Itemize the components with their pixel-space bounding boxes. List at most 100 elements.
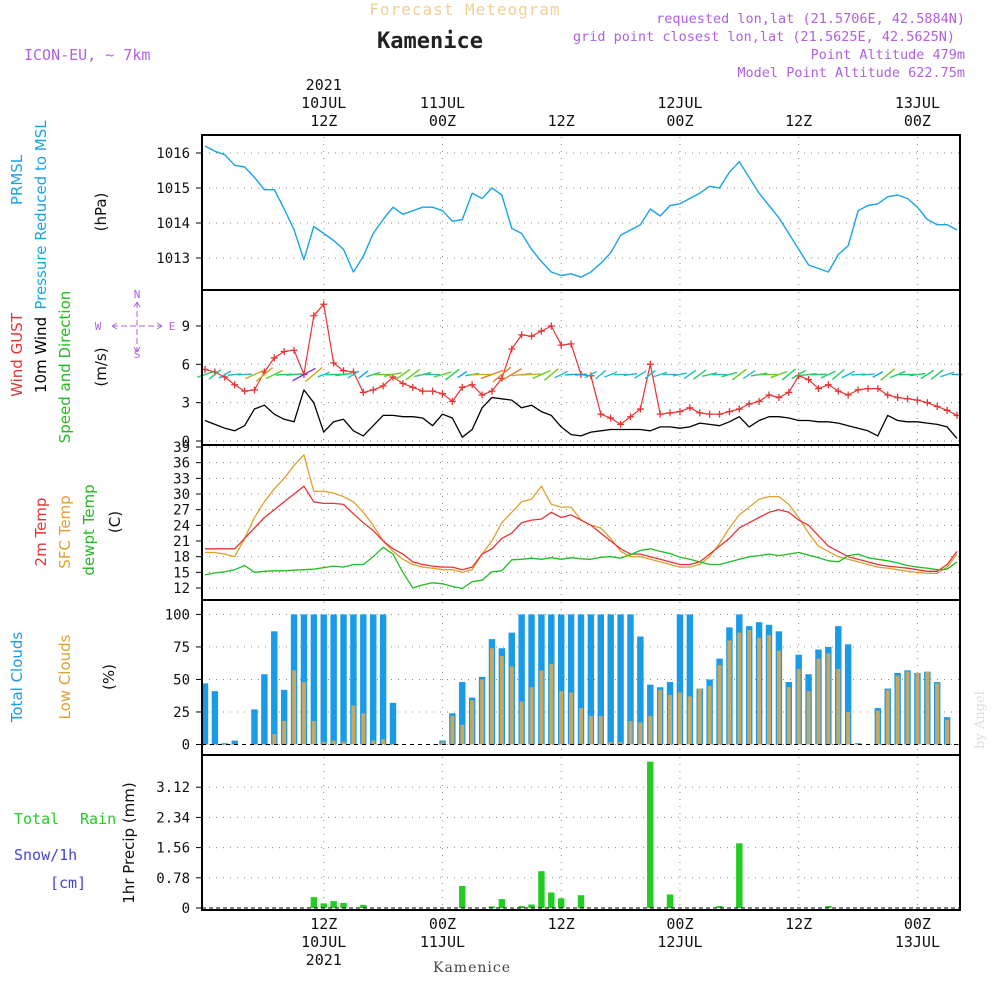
wind-direction-arrow xyxy=(365,371,381,378)
wind-direction-arrow xyxy=(889,370,906,379)
wind-direction-arrow xyxy=(791,369,807,380)
total-cloud-bar xyxy=(360,614,367,745)
model-name: ICON-EU, ~ 7km xyxy=(24,46,150,64)
precip-ytick-label: 1.56 xyxy=(156,841,190,857)
wind-direction-arrow xyxy=(683,369,697,380)
wind-ytick-label: 3 xyxy=(182,396,190,412)
low-cloud-bar xyxy=(549,663,554,745)
precip-ytick-label: 0 xyxy=(182,901,190,917)
precip-title-rain: Rain xyxy=(80,810,116,828)
gust-marker xyxy=(241,387,249,395)
subtitle: Forecast Meteogram xyxy=(369,0,560,19)
rain-bar xyxy=(577,895,585,908)
gust-marker xyxy=(745,400,753,408)
gust-marker xyxy=(716,410,724,418)
precip-title-total: Total xyxy=(14,810,59,828)
temp-ytick-label: 12 xyxy=(173,581,190,597)
info-line-3: Point Altitude 479m xyxy=(811,47,965,63)
total-cloud-bar xyxy=(201,683,209,745)
temp-title-2m: 2m Temp xyxy=(32,498,50,567)
low-cloud-bar xyxy=(539,670,544,745)
info-line-2: grid point closest lon,lat (21.5625E, 42… xyxy=(573,29,955,45)
total-cloud-bar xyxy=(647,684,654,745)
precip-frame xyxy=(201,754,961,911)
total-cloud-bar xyxy=(597,614,605,745)
rain-bar xyxy=(498,899,506,908)
low-cloud-bar xyxy=(628,721,633,745)
low-cloud-bar xyxy=(826,653,831,745)
rain-bar xyxy=(488,906,496,908)
total-cloud-bar xyxy=(854,743,862,745)
wind-direction-arrow xyxy=(480,369,504,380)
gust-marker xyxy=(854,386,862,394)
clouds-ytick-label: 75 xyxy=(173,640,190,656)
clouds-ytick-label: 100 xyxy=(165,607,190,623)
low-cloud-bar xyxy=(272,734,277,745)
gust-marker xyxy=(785,388,793,396)
gust-marker xyxy=(448,397,456,405)
total-cloud-bar xyxy=(676,614,684,745)
top-time-label: 12Z xyxy=(310,112,337,130)
wind-direction-arrow xyxy=(265,369,283,380)
info-line-4: Model Point Altitude 622.75m xyxy=(737,65,965,81)
wind-direction-arrow xyxy=(742,369,756,380)
gust-marker xyxy=(547,322,555,330)
rain-bar xyxy=(666,894,674,908)
gust-marker xyxy=(359,388,367,396)
temp2m-line xyxy=(205,485,958,572)
temp-ylabel: (C) xyxy=(106,511,124,533)
wind-title-dir: Speed and Direction xyxy=(56,291,74,444)
wind-direction-arrow xyxy=(584,370,597,379)
gust-marker xyxy=(250,386,258,394)
low-cloud-bar xyxy=(806,691,811,745)
wind-direction-arrow xyxy=(245,369,264,380)
wind-direction-arrow xyxy=(395,368,411,381)
gust-marker xyxy=(488,387,496,395)
wind-direction-arrow xyxy=(565,373,578,376)
pressure-title-1: PRMSL xyxy=(8,154,26,205)
bottom-time-label: 00Z xyxy=(666,915,693,933)
pressure-ytick-label: 1015 xyxy=(156,181,190,197)
gust-marker xyxy=(409,383,417,391)
pressure-ytick-label: 1014 xyxy=(156,216,190,232)
wind-direction-arrow xyxy=(433,371,452,378)
total-cloud-bar xyxy=(211,691,219,745)
wind-direction-arrow xyxy=(909,372,926,377)
gust-marker xyxy=(706,410,714,418)
total-cloud-bar xyxy=(369,614,377,745)
gust-marker xyxy=(884,391,892,399)
bottom-time-label: 00Z xyxy=(904,915,931,933)
top-time-label: 00Z xyxy=(429,112,456,130)
low-cloud-bar xyxy=(598,715,603,745)
wind-direction-arrow xyxy=(445,368,460,381)
gust-marker xyxy=(458,383,466,391)
total-cloud-bar xyxy=(686,614,694,745)
wind-direction-arrow xyxy=(520,373,543,376)
bottom-time-label: 12Z xyxy=(548,915,575,933)
total-cloud-bar xyxy=(280,689,288,745)
wind-direction-arrow xyxy=(405,368,421,381)
temp-ytick-label: 36 xyxy=(173,456,190,472)
low-cloud-bar xyxy=(618,741,623,745)
low-cloud-bar xyxy=(846,711,851,745)
top-time-label: 12JUL xyxy=(657,94,702,112)
gust-marker xyxy=(735,405,743,413)
temp-ytick-label: 24 xyxy=(173,518,190,534)
low-cloud-bar xyxy=(341,741,346,745)
low-cloud-bar xyxy=(737,632,742,745)
wind-direction-arrow xyxy=(532,369,551,380)
gust-marker xyxy=(725,408,733,416)
bottom-time-label: 13JUL xyxy=(895,933,940,951)
low-cloud-bar xyxy=(885,689,890,745)
wind-direction-arrow xyxy=(653,371,668,378)
temp-ytick-label: 33 xyxy=(173,471,190,487)
precip-ytick-label: 2.34 xyxy=(156,810,190,826)
wind-direction-arrow xyxy=(940,371,955,378)
wind-direction-arrow xyxy=(861,373,875,376)
gust-marker xyxy=(290,346,298,354)
wind-direction-arrow xyxy=(721,371,738,378)
gust-marker xyxy=(696,409,704,417)
low-cloud-bar xyxy=(509,666,514,745)
low-cloud-bar xyxy=(757,637,762,745)
